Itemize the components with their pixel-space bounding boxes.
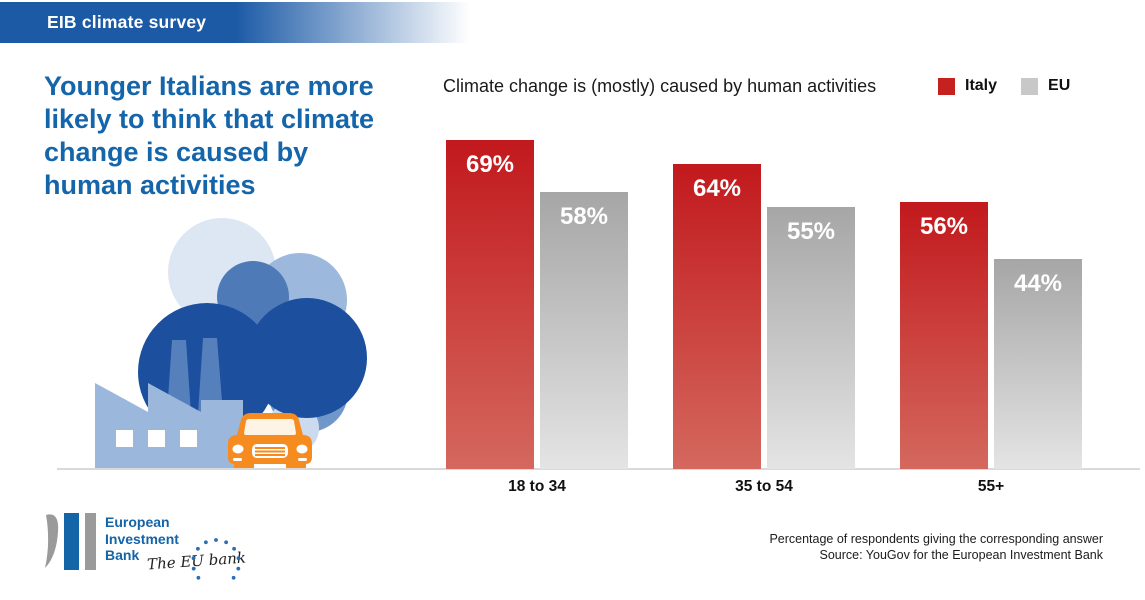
bar-eu-18-to-34: 58% (540, 192, 628, 469)
bar-italy-18-to-34: 69% (446, 140, 534, 469)
source-line: Source: YouGov for the European Investme… (819, 548, 1103, 562)
bar-eu-55+: 44% (994, 259, 1082, 469)
bar-value-label: 55% (786, 218, 836, 245)
car-headlight-icon (232, 444, 244, 454)
legend-swatch-eu (1021, 77, 1039, 95)
car-icon (228, 413, 312, 470)
factory-chimney-icon (167, 340, 191, 414)
car-headlight-icon (296, 444, 308, 454)
chart-title: Climate change is (mostly) caused by hum… (443, 76, 877, 96)
category-label: 35 to 54 (735, 478, 793, 495)
bar-value-label: 64% (692, 175, 742, 202)
cloud-circle-icon (247, 298, 367, 418)
legend-swatch-italy (938, 77, 955, 95)
bar-value-label: 56% (919, 213, 969, 240)
factory-chimney-icon (198, 338, 223, 414)
legend-label-eu: EU (1048, 77, 1071, 94)
bar-value-label: 58% (559, 203, 609, 230)
logo-line: Investment (105, 530, 179, 547)
car-windshield-icon (244, 419, 296, 435)
bar-value-label: 69% (465, 151, 515, 178)
chart-legend: Italy EU (938, 77, 1084, 95)
logo-line: Bank (105, 547, 140, 563)
logo-line: European (105, 514, 170, 530)
pollution-illustration-icon (95, 218, 367, 470)
factory-window-icon (116, 430, 133, 447)
bar-eu-35-to-54: 55% (767, 207, 855, 469)
factory-window-icon (148, 430, 165, 447)
source-note: Percentage of respondents giving the cor… (600, 531, 1103, 563)
headline: Younger Italians are more likely to thin… (44, 71, 375, 200)
top-banner: EIB climate survey (0, 2, 470, 43)
category-label: 18 to 34 (508, 478, 566, 495)
eib-logo-text: European Investment Bank (105, 514, 179, 564)
legend-label-italy: Italy (965, 77, 998, 94)
factory-icon (95, 383, 243, 470)
category-label: 55+ (977, 478, 1005, 495)
banner-title: EIB climate survey (47, 12, 207, 32)
bar-italy-55+: 56% (900, 202, 988, 469)
eu-stars-icon (191, 538, 241, 580)
source-line: Percentage of respondents giving the cor… (769, 532, 1103, 546)
eib-logo-icon (45, 513, 96, 570)
bar-value-label: 44% (1013, 270, 1063, 297)
baseline (57, 468, 1140, 470)
bar-italy-35-to-54: 64% (673, 164, 761, 469)
factory-window-icon (180, 430, 197, 447)
